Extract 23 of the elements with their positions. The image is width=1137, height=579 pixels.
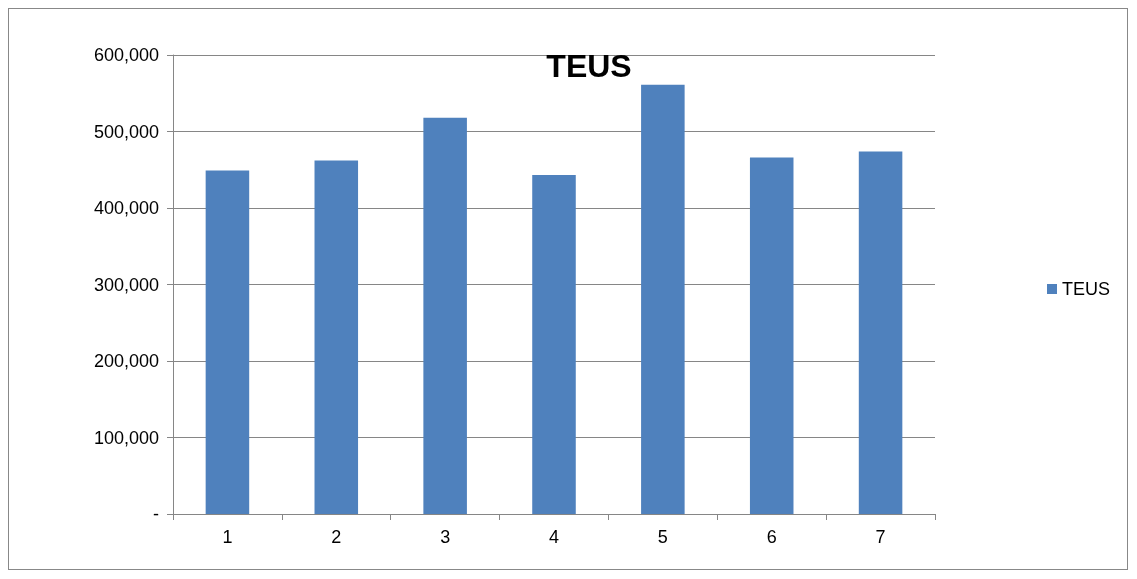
x-tick-label: 3 (440, 527, 451, 547)
bar (423, 117, 467, 514)
bar (641, 84, 685, 514)
y-tick-label: 200,000 (93, 351, 159, 371)
x-tick-label: 5 (657, 527, 668, 547)
y-tick-label: 600,000 (93, 45, 159, 65)
x-tick-label: 1 (222, 527, 233, 547)
x-tick-label: 2 (331, 527, 342, 547)
y-tick-label: 500,000 (93, 121, 159, 142)
bar (205, 170, 250, 514)
chart-title: TEUS (546, 48, 632, 84)
y-tick-label: 300,000 (93, 274, 159, 295)
x-tick-label: 6 (766, 527, 777, 547)
x-tick-label: 7 (875, 527, 886, 547)
legend-label: TEUS (1061, 279, 1111, 299)
bar (858, 151, 903, 514)
y-tick-label: 100,000 (93, 427, 159, 448)
bar (314, 160, 359, 514)
bar (749, 157, 794, 514)
bar (532, 175, 576, 514)
x-tick-label: 4 (548, 527, 560, 547)
y-tick-label: - (153, 504, 159, 524)
y-tick-label: 400,000 (93, 198, 159, 218)
